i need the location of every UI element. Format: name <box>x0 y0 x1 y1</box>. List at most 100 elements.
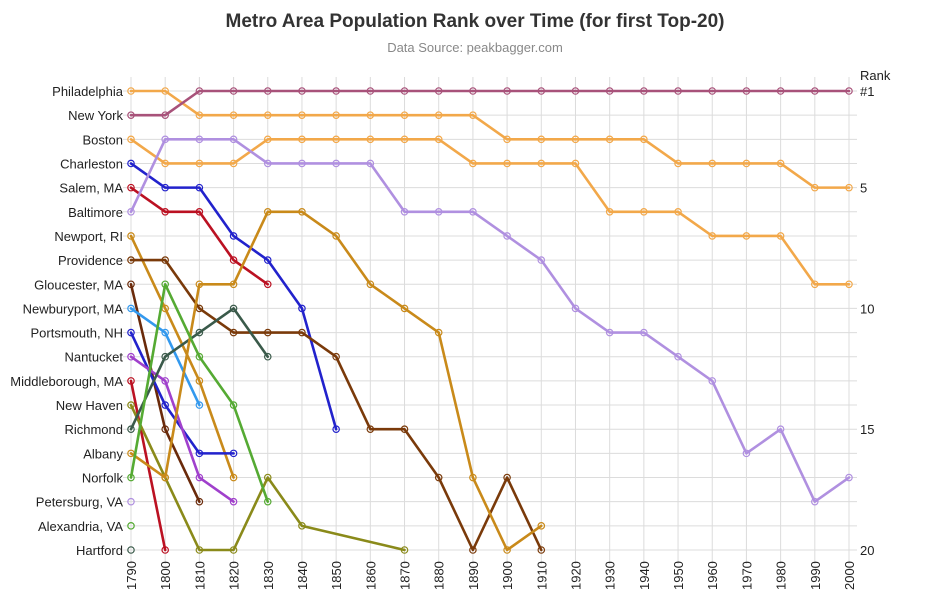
data-point <box>161 401 169 409</box>
data-point <box>811 87 819 95</box>
category-label: Philadelphia <box>52 84 124 99</box>
data-point <box>229 159 238 168</box>
data-point <box>161 328 169 337</box>
data-point <box>127 328 135 337</box>
data-point <box>195 377 204 385</box>
data-point <box>434 207 443 216</box>
data-point <box>161 183 169 192</box>
data-point <box>161 87 169 95</box>
data-point <box>742 159 751 168</box>
data-point <box>469 473 477 482</box>
data-point <box>571 159 580 168</box>
data-point <box>332 352 340 361</box>
data-point <box>503 135 511 144</box>
data-point <box>400 87 409 95</box>
data-point <box>400 546 409 554</box>
data-point <box>229 135 238 144</box>
data-point <box>537 256 546 264</box>
x-tick-label: 1920 <box>568 561 583 590</box>
category-label: Middleborough, MA <box>10 374 123 389</box>
data-point <box>229 304 238 313</box>
data-point <box>161 377 169 385</box>
x-tick-label: 1950 <box>671 561 686 590</box>
x-tick-label: 1820 <box>227 561 242 590</box>
data-point <box>127 497 135 506</box>
data-point <box>469 207 477 216</box>
data-point <box>195 135 204 144</box>
series-line <box>129 307 270 431</box>
data-point <box>298 328 306 337</box>
series-richmond <box>127 304 272 434</box>
series-line <box>129 355 235 503</box>
data-point <box>229 111 238 119</box>
data-point <box>195 87 204 95</box>
data-point <box>127 546 135 554</box>
data-point <box>674 87 682 95</box>
data-point <box>400 304 409 313</box>
series-providence <box>127 256 546 554</box>
y-axis-title: Rank <box>860 68 891 83</box>
data-point <box>708 87 717 95</box>
data-point <box>537 159 546 168</box>
category-label: Norfolk <box>82 471 124 486</box>
data-point <box>537 546 546 554</box>
rank-tick-label: 20 <box>860 543 874 558</box>
x-tick-label: 1960 <box>705 561 720 590</box>
x-tick-label: 1940 <box>637 561 652 590</box>
data-point <box>366 135 375 144</box>
data-point <box>161 280 169 289</box>
data-point <box>742 449 751 458</box>
data-point <box>332 135 340 144</box>
series-line <box>129 89 851 189</box>
x-tick-label: 1860 <box>363 561 378 590</box>
category-label: Portsmouth, NH <box>31 326 123 341</box>
series-line <box>129 186 270 286</box>
data-point <box>161 111 169 119</box>
data-point <box>263 473 272 482</box>
data-point <box>605 328 614 337</box>
data-point <box>776 425 785 434</box>
category-label: Petersburg, VA <box>36 495 124 510</box>
data-point <box>776 232 785 240</box>
series-charleston <box>127 159 340 434</box>
data-point <box>776 87 785 95</box>
data-point <box>366 87 375 95</box>
data-point <box>503 546 511 554</box>
data-point <box>127 256 135 264</box>
x-tick-label: 1890 <box>466 561 481 590</box>
data-point <box>263 256 272 264</box>
data-point <box>263 497 272 506</box>
data-point <box>195 497 204 506</box>
category-label: Hartford <box>76 543 123 558</box>
data-point <box>127 280 135 289</box>
data-point <box>605 87 614 95</box>
x-tick-label: 1980 <box>774 561 789 590</box>
rank-tick-label: #1 <box>860 84 874 99</box>
data-point <box>298 159 306 168</box>
category-label: Gloucester, MA <box>34 277 123 292</box>
data-point <box>708 159 717 168</box>
x-tick-label: 1990 <box>808 561 823 590</box>
data-point <box>195 280 204 289</box>
chart-subtitle: Data Source: peakbagger.com <box>387 40 563 55</box>
x-tick-label: 1840 <box>295 561 310 590</box>
data-point <box>400 207 409 216</box>
x-tick-label: 1800 <box>158 561 173 590</box>
series-line <box>129 282 270 503</box>
series-line <box>129 162 338 431</box>
data-point <box>127 352 135 361</box>
series-line <box>129 282 201 503</box>
data-point <box>298 304 306 313</box>
category-label: Newport, RI <box>54 229 123 244</box>
x-tick-label: 1900 <box>500 561 515 590</box>
x-tick-label: 1790 <box>124 561 139 590</box>
data-point <box>742 87 751 95</box>
data-point <box>263 87 272 95</box>
data-point <box>127 135 135 144</box>
series-norfolk <box>127 280 272 506</box>
data-point <box>229 497 238 506</box>
data-point <box>127 425 135 434</box>
data-point <box>229 449 238 458</box>
data-point <box>640 328 648 337</box>
data-point <box>127 183 135 192</box>
